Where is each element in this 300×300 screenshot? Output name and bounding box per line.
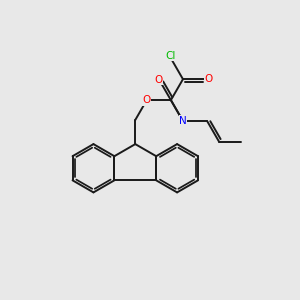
Text: N: N	[179, 116, 187, 126]
Text: O: O	[154, 75, 163, 85]
Text: O: O	[204, 74, 212, 84]
Text: O: O	[142, 95, 151, 105]
Text: Cl: Cl	[166, 51, 176, 61]
